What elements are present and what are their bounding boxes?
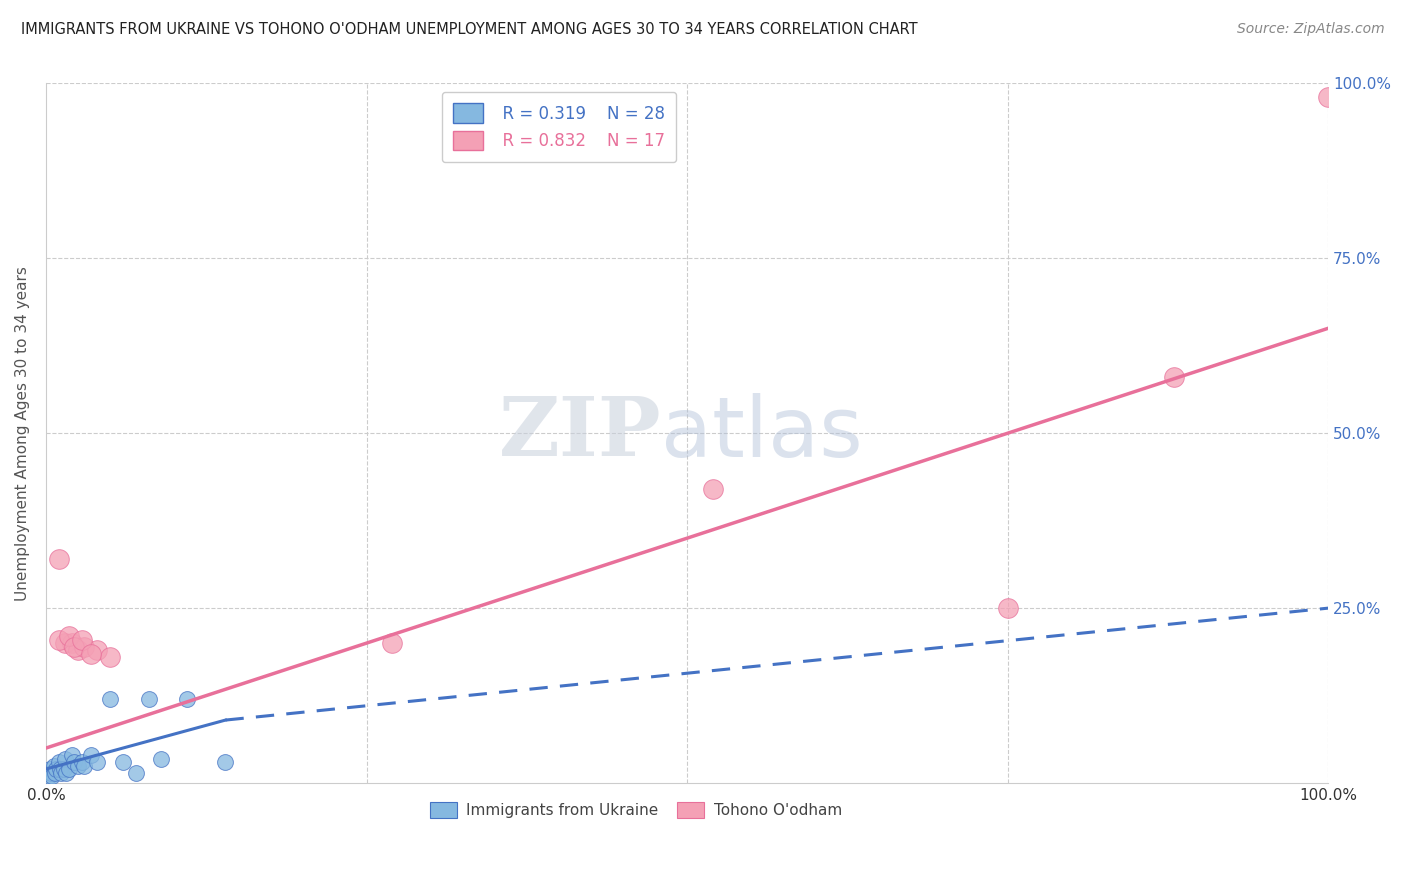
Text: IMMIGRANTS FROM UKRAINE VS TOHONO O'ODHAM UNEMPLOYMENT AMONG AGES 30 TO 34 YEARS: IMMIGRANTS FROM UKRAINE VS TOHONO O'ODHA… — [21, 22, 918, 37]
Point — [45, 762, 67, 776]
Point — [80, 747, 103, 762]
Point — [51, 765, 73, 780]
Point — [55, 765, 77, 780]
Point — [997, 601, 1019, 615]
Point — [111, 755, 134, 769]
Point — [1317, 90, 1340, 104]
Point — [381, 636, 404, 650]
Point — [39, 765, 62, 780]
Point — [58, 629, 80, 643]
Point — [176, 692, 198, 706]
Point — [125, 765, 148, 780]
Point — [138, 692, 160, 706]
Text: Source: ZipAtlas.com: Source: ZipAtlas.com — [1237, 22, 1385, 37]
Point — [86, 755, 108, 769]
Point — [63, 640, 86, 654]
Point — [70, 632, 93, 647]
Point — [98, 692, 121, 706]
Point — [58, 762, 80, 776]
Point — [1163, 370, 1185, 384]
Point — [60, 636, 83, 650]
Point — [150, 751, 173, 765]
Point — [53, 636, 76, 650]
Point — [49, 762, 72, 776]
Point — [73, 640, 96, 654]
Point — [214, 755, 236, 769]
Point — [70, 755, 93, 769]
Point — [53, 751, 76, 765]
Point — [48, 552, 70, 566]
Text: atlas: atlas — [661, 392, 863, 474]
Point — [80, 647, 103, 661]
Point — [66, 643, 89, 657]
Point — [44, 765, 66, 780]
Point — [86, 643, 108, 657]
Point — [60, 747, 83, 762]
Point — [42, 758, 65, 772]
Point — [52, 762, 75, 776]
Point — [48, 632, 70, 647]
Point — [63, 755, 86, 769]
Legend: Immigrants from Ukraine, Tohono O'odham: Immigrants from Ukraine, Tohono O'odham — [423, 797, 848, 824]
Point — [48, 755, 70, 769]
Point — [41, 769, 63, 783]
Point — [38, 769, 60, 783]
Point — [702, 482, 724, 496]
Text: ZIP: ZIP — [499, 393, 661, 474]
Point — [73, 758, 96, 772]
Point — [98, 650, 121, 665]
Point — [66, 758, 89, 772]
Point — [38, 762, 60, 776]
Y-axis label: Unemployment Among Ages 30 to 34 years: Unemployment Among Ages 30 to 34 years — [15, 266, 30, 600]
